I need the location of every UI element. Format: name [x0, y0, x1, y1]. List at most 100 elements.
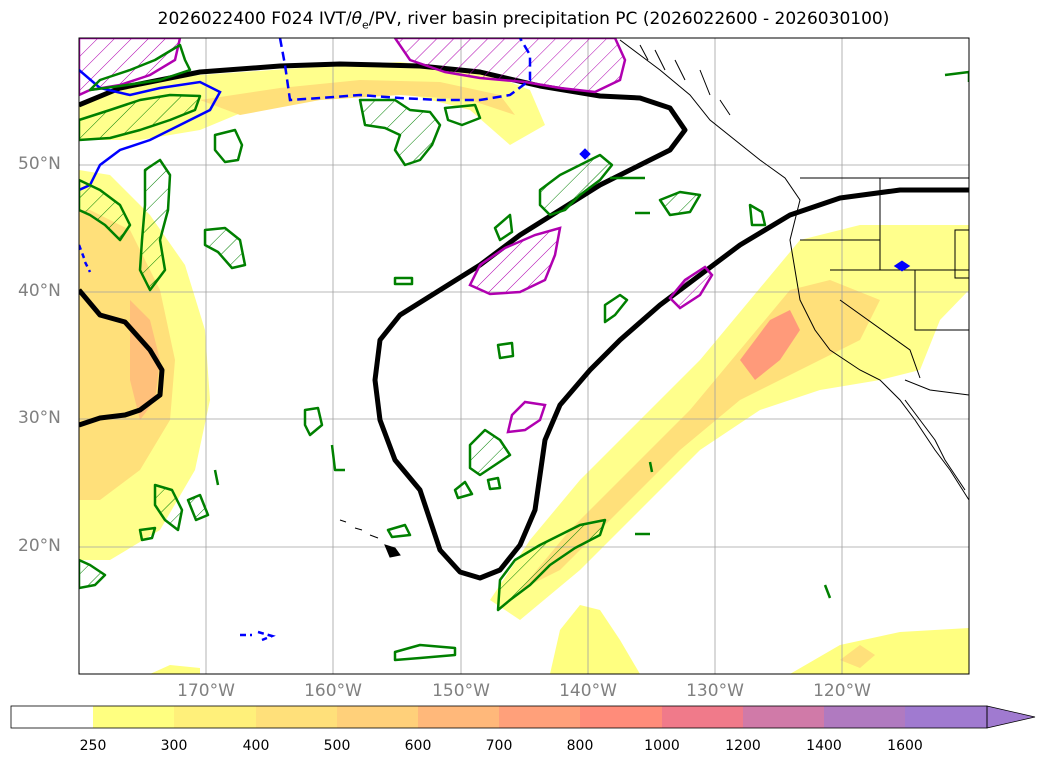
- lon-label-150w: 150°W: [432, 681, 490, 701]
- green-contour-south-5: [496, 518, 607, 612]
- pv-region-north: [393, 38, 627, 94]
- ivt-patch-southeast-core: [840, 645, 875, 668]
- blue-contour-dot-2: [893, 260, 911, 272]
- green-contour-mid-4: [658, 190, 702, 217]
- green-contour-north-3: [213, 128, 244, 164]
- green-contour-mid-8: [603, 293, 629, 324]
- colorbar-tick-label: 800: [566, 738, 594, 754]
- ivt-plume-west-max: [130, 300, 160, 420]
- colorbar-swatch: [174, 706, 256, 728]
- colorbar-outline: [10, 705, 988, 729]
- colorbar-swatch: [662, 706, 743, 728]
- colorbar-tick-label: 1200: [725, 738, 761, 754]
- green-contour-mid-9: [496, 341, 515, 360]
- coastlines: [339, 39, 969, 558]
- lon-label-130w: 130°W: [686, 681, 744, 701]
- green-contour-mid-12: [330, 444, 345, 472]
- colorbar-tick-label: 300: [160, 738, 188, 754]
- colorbar-swatch: [337, 706, 418, 728]
- map-title: 2026022400 F024 IVT/θe/PV, river basin p…: [157, 9, 890, 32]
- colorbar-extend-arrow: [986, 705, 1036, 729]
- lon-label-170w: 170°W: [177, 681, 235, 701]
- colorbar-tick-label: 250: [79, 738, 107, 754]
- green-contour-south-7: [393, 643, 457, 662]
- ivt-patch-hawaii: [150, 665, 200, 674]
- ivt-shading: [79, 62, 969, 674]
- colorbar: [10, 705, 1036, 729]
- green-contour-mid-10: [303, 406, 324, 437]
- green-contour-north-5: [443, 103, 482, 127]
- blue-contour-dot: [579, 148, 591, 160]
- lat-label-30n: 30°N: [18, 408, 61, 428]
- colorbar-swatch: [499, 706, 580, 728]
- blue-contour-dashed-west: [79, 244, 92, 273]
- colorbar-swatch: [418, 706, 499, 728]
- green-contour-west-2: [138, 158, 172, 292]
- basin-contour-west: [79, 288, 165, 428]
- colorbar-tick-label: 700: [485, 738, 513, 754]
- pv-region-small: [506, 400, 547, 434]
- blue-contour-north-dashed: [278, 38, 532, 102]
- green-contour-south-11: [213, 469, 220, 486]
- green-contour-mid-14: [486, 476, 502, 491]
- lon-label-140w: 140°W: [559, 681, 617, 701]
- colorbar-swatch: [580, 706, 662, 728]
- green-contour-south-9: [648, 461, 654, 473]
- lat-label-40n: 40°N: [18, 281, 61, 301]
- blue-contour-northwest: [79, 69, 222, 192]
- colorbar-tick-label: 400: [242, 738, 270, 754]
- great-lakes-box: [954, 229, 969, 279]
- basin-contour-north: [79, 61, 969, 581]
- colorbar-swatches: [11, 706, 987, 728]
- colorbar-tick-label: 1600: [887, 738, 923, 754]
- colorbar-tick-label: 1400: [806, 738, 842, 754]
- green-contour-south-10: [823, 584, 832, 599]
- ivt-plume-east-max: [740, 310, 800, 380]
- lon-label-160w: 160°W: [304, 681, 362, 701]
- green-contour-mid-11: [468, 428, 512, 477]
- lat-label-50n: 50°N: [18, 154, 61, 174]
- green-contour-mid-6: [748, 203, 767, 227]
- green-contour-south-2: [186, 493, 210, 522]
- ivt-patch-southeast: [790, 628, 969, 674]
- pv-region-central: [468, 226, 562, 296]
- colorbar-swatch: [11, 706, 93, 728]
- green-contour-mid-7: [393, 276, 414, 286]
- green-contour-south-4: [79, 558, 107, 590]
- coastline-baja: [904, 399, 966, 491]
- theta-e-contours: [79, 43, 969, 662]
- colorbar-swatch: [93, 706, 174, 728]
- green-contour-mid-13: [453, 480, 474, 500]
- coastline-alaska-bc: [619, 39, 969, 501]
- map-frame: [78, 37, 970, 675]
- blue-contours: [79, 38, 911, 642]
- colorbar-swatch: [743, 706, 824, 728]
- colorbar-swatch: [824, 706, 905, 728]
- colorbar-tick-label: 500: [323, 738, 351, 754]
- colorbar-swatch: [905, 706, 987, 728]
- green-contour-west-1: [79, 178, 132, 242]
- green-contour-north-1: [88, 43, 192, 92]
- green-contour-north-2: [79, 93, 202, 142]
- colorbar-tick-label: 600: [404, 738, 432, 754]
- hawaii-islands: [339, 519, 401, 558]
- colorbar-swatch: [256, 706, 337, 728]
- lon-label-120w: 120°W: [813, 681, 871, 701]
- green-contour-mid-2: [538, 153, 614, 217]
- pv-region-ellipse: [668, 265, 714, 310]
- green-contour-south-1: [153, 483, 184, 532]
- pv-region-northwest: [79, 38, 182, 97]
- ivt-plume-north-core: [200, 80, 515, 115]
- colorbar-tick-label: 1000: [644, 738, 680, 754]
- green-contour-south-3: [138, 526, 157, 542]
- blue-contour-small-1: [240, 630, 276, 642]
- pv-hatched-regions: [79, 38, 714, 434]
- green-contour-mid-1: [493, 213, 514, 242]
- green-contour-north-4: [358, 98, 442, 167]
- coastline-alaska-islands: [639, 44, 731, 116]
- ivt-plume-east-core: [520, 280, 880, 590]
- basin-contours: [79, 61, 969, 581]
- gridlines: [79, 38, 969, 674]
- green-contour-west-3: [203, 226, 247, 270]
